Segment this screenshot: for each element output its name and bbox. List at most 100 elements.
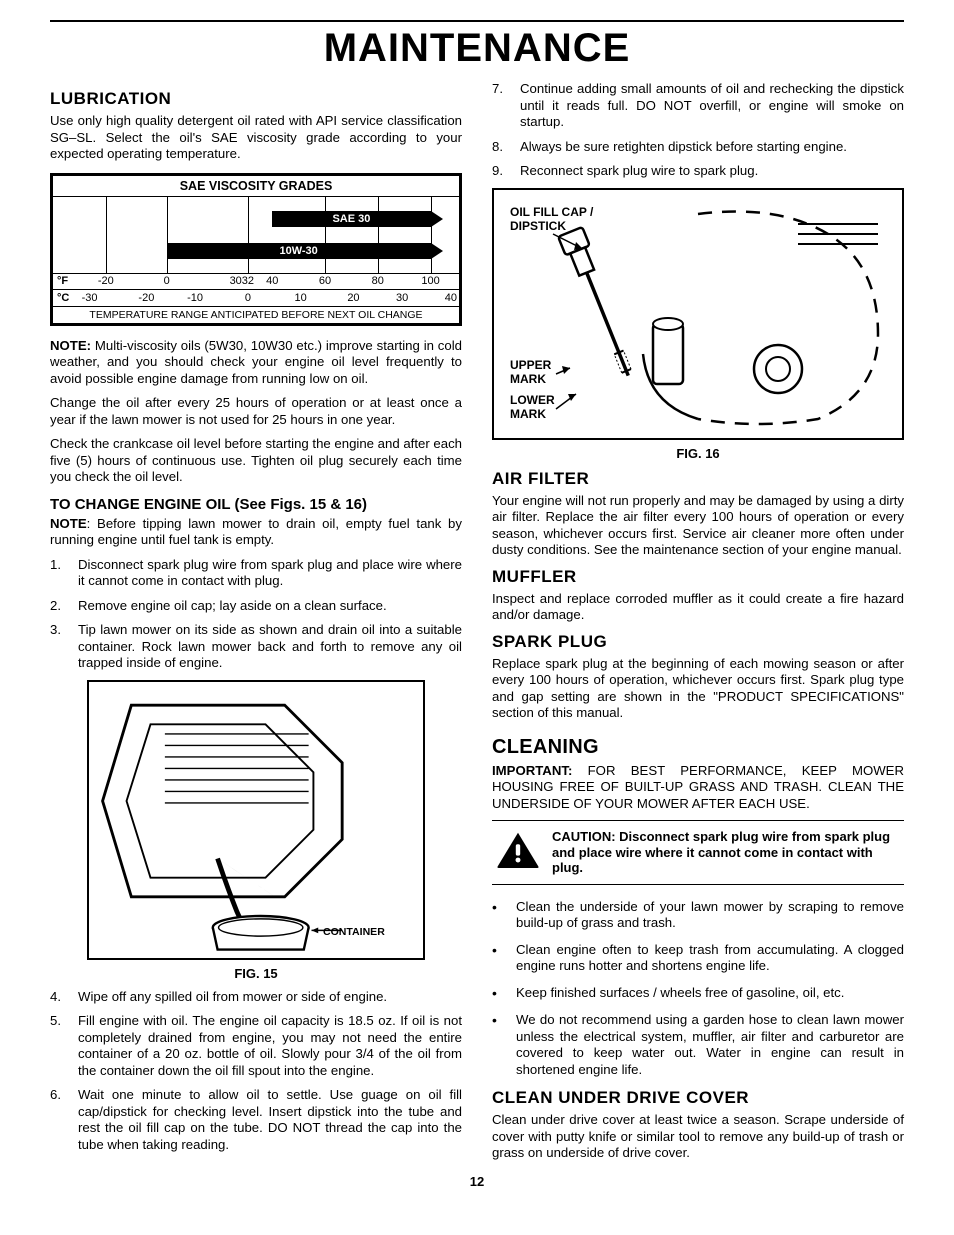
- list-item: • Clean the underside of your lawn mower …: [492, 899, 904, 932]
- step-number: 4.: [50, 989, 68, 1006]
- figure-16-svg: OIL FILL CAP / DIPSTICK UPPER MARK LOWER…: [498, 194, 898, 434]
- list-item: 5.Fill engine with oil. The engine oil c…: [50, 1013, 462, 1079]
- caution-text: CAUTION: Disconnect spark plug wire from…: [552, 829, 900, 876]
- spark-plug-body: Replace spark plug at the beginning of e…: [492, 656, 904, 722]
- list-item: 2. Remove engine oil cap; lay aside on a …: [50, 598, 462, 615]
- chart-gridline: [167, 197, 168, 273]
- lubrication-p3: Check the crankcase oil level before sta…: [50, 436, 462, 486]
- sae30-bar: SAE 30: [272, 211, 430, 227]
- right-column: 7.Continue adding small amounts of oil a…: [492, 81, 904, 1170]
- caution-box: CAUTION: Disconnect spark plug wire from…: [492, 820, 904, 885]
- oil-fill-cap-label-1: OIL FILL CAP /: [510, 205, 594, 219]
- chart-gridline: [431, 197, 432, 273]
- step-text: Remove engine oil cap; lay aside on a cl…: [78, 598, 462, 615]
- f-tick: 80: [372, 275, 384, 287]
- air-filter-body: Your engine will not run properly and ma…: [492, 493, 904, 559]
- list-item: • Keep finished surfaces / wheels free of…: [492, 985, 904, 1003]
- f-tick: 0: [164, 275, 170, 287]
- cleaning-important: IMPORTANT: FOR BEST PERFORMANCE, KEEP MO…: [492, 763, 904, 813]
- step-number: 8.: [492, 139, 510, 156]
- lubrication-heading: LUBRICATION: [50, 89, 462, 109]
- change-oil-note: NOTE: Before tipping lawn mower to drain…: [50, 516, 462, 549]
- air-filter-heading: AIR FILTER: [492, 469, 904, 489]
- cleaning-heading: CLEANING: [492, 736, 904, 759]
- c-unit: °C: [57, 292, 69, 304]
- bullet-text: We do not recommend using a garden hose …: [516, 1012, 904, 1078]
- viscosity-chart: SAE VISCOSITY GRADES SAE 30 10W-30 °F -20…: [50, 173, 462, 326]
- change-oil-heading: TO CHANGE ENGINE OIL (See Figs. 15 & 16): [50, 496, 462, 513]
- lower-mark-label-1: LOWER: [510, 393, 555, 407]
- fig-15-caption: FIG. 15: [50, 966, 462, 981]
- c-tick: 30: [396, 292, 408, 304]
- figure-15-svg: CONTAINER: [93, 686, 419, 954]
- lubrication-intro: Use only high quality detergent oil rate…: [50, 113, 462, 163]
- list-item: 6.Wait one minute to allow oil to settle…: [50, 1087, 462, 1153]
- step-text: Wipe off any spilled oil from mower or s…: [78, 989, 462, 1006]
- lubrication-note: NOTE: Multi-viscosity oils (5W30, 10W30 …: [50, 338, 462, 388]
- list-item: 4. Wipe off any spilled oil from mower or…: [50, 989, 462, 1006]
- list-item: 8. Always be sure retighten dipstick befo…: [492, 139, 904, 156]
- step-number: 2.: [50, 598, 68, 615]
- step-text: Wait one minute to allow oil to settle. …: [78, 1087, 462, 1153]
- 10w30-bar: 10W-30: [167, 243, 431, 259]
- cleaning-bullets: • Clean the underside of your lawn mower …: [492, 899, 904, 1079]
- container-label: CONTAINER: [323, 926, 385, 938]
- figure-16: OIL FILL CAP / DIPSTICK UPPER MARK LOWER…: [492, 188, 904, 440]
- step-number: 6.: [50, 1087, 68, 1153]
- c-tick: 10: [295, 292, 307, 304]
- bullet-text: Keep finished surfaces / wheels free of …: [516, 985, 904, 1003]
- f-tick: 100: [421, 275, 439, 287]
- step-text: Reconnect spark plug wire to spark plug.: [520, 163, 904, 180]
- c-tick: 40: [445, 292, 457, 304]
- f-tick: 40: [266, 275, 278, 287]
- oil-fill-cap-label-2: DIPSTICK: [510, 219, 566, 233]
- step-text: Disconnect spark plug wire from spark pl…: [78, 557, 462, 590]
- step-number: 7.: [492, 81, 510, 131]
- step-number: 9.: [492, 163, 510, 180]
- fahrenheit-scale: °F -2003032406080100: [53, 274, 459, 290]
- chart-footer: TEMPERATURE RANGE ANTICIPATED BEFORE NEX…: [53, 306, 459, 323]
- chart-gridline: [106, 197, 107, 273]
- two-column-layout: LUBRICATION Use only high quality deterg…: [50, 81, 904, 1170]
- lubrication-p2: Change the oil after every 25 hours of o…: [50, 395, 462, 428]
- drive-cover-body: Clean under drive cover at least twice a…: [492, 1112, 904, 1162]
- c-tick: -10: [187, 292, 203, 304]
- left-column: LUBRICATION Use only high quality deterg…: [50, 81, 462, 1170]
- upper-mark-label-2: MARK: [510, 372, 546, 386]
- bullet-icon: •: [492, 985, 502, 1003]
- list-item: 7.Continue adding small amounts of oil a…: [492, 81, 904, 131]
- rule-top: [50, 20, 904, 22]
- list-item: •Clean engine often to keep trash from a…: [492, 942, 904, 975]
- f-tick: 32: [242, 275, 254, 287]
- c-tick: -20: [138, 292, 154, 304]
- muffler-heading: MUFFLER: [492, 567, 904, 587]
- fig-16-caption: FIG. 16: [492, 446, 904, 461]
- page-title: MAINTENANCE: [50, 26, 904, 71]
- chart-gridline: [378, 197, 379, 273]
- c-tick: 0: [245, 292, 251, 304]
- figure-15: CONTAINER: [87, 680, 425, 960]
- list-item: 9. Reconnect spark plug wire to spark plu…: [492, 163, 904, 180]
- list-item: •We do not recommend using a garden hose…: [492, 1012, 904, 1078]
- warning-icon: [496, 831, 540, 875]
- lower-mark-label-2: MARK: [510, 407, 546, 421]
- f-tick: 30: [230, 275, 242, 287]
- c-tick: -30: [82, 292, 98, 304]
- drive-cover-heading: CLEAN UNDER DRIVE COVER: [492, 1088, 904, 1108]
- step-text: Tip lawn mower on its side as shown and …: [78, 622, 462, 672]
- bullet-text: Clean the underside of your lawn mower b…: [516, 899, 904, 932]
- oil-change-steps-4-6: 4. Wipe off any spilled oil from mower or…: [50, 989, 462, 1154]
- bullet-icon: •: [492, 1012, 502, 1078]
- f-tick: -20: [98, 275, 114, 287]
- spark-plug-heading: SPARK PLUG: [492, 632, 904, 652]
- step-text: Always be sure retighten dipstick before…: [520, 139, 904, 156]
- f-unit: °F: [57, 275, 68, 287]
- step-number: 5.: [50, 1013, 68, 1079]
- chart-title: SAE VISCOSITY GRADES: [53, 176, 459, 196]
- step-number: 1.: [50, 557, 68, 590]
- step-text: Continue adding small amounts of oil and…: [520, 81, 904, 131]
- chart-area: SAE 30 10W-30: [53, 196, 459, 274]
- upper-mark-label-1: UPPER: [510, 358, 552, 372]
- bullet-icon: •: [492, 899, 502, 932]
- celsius-scale: °C -30-20-10010203040: [53, 290, 459, 306]
